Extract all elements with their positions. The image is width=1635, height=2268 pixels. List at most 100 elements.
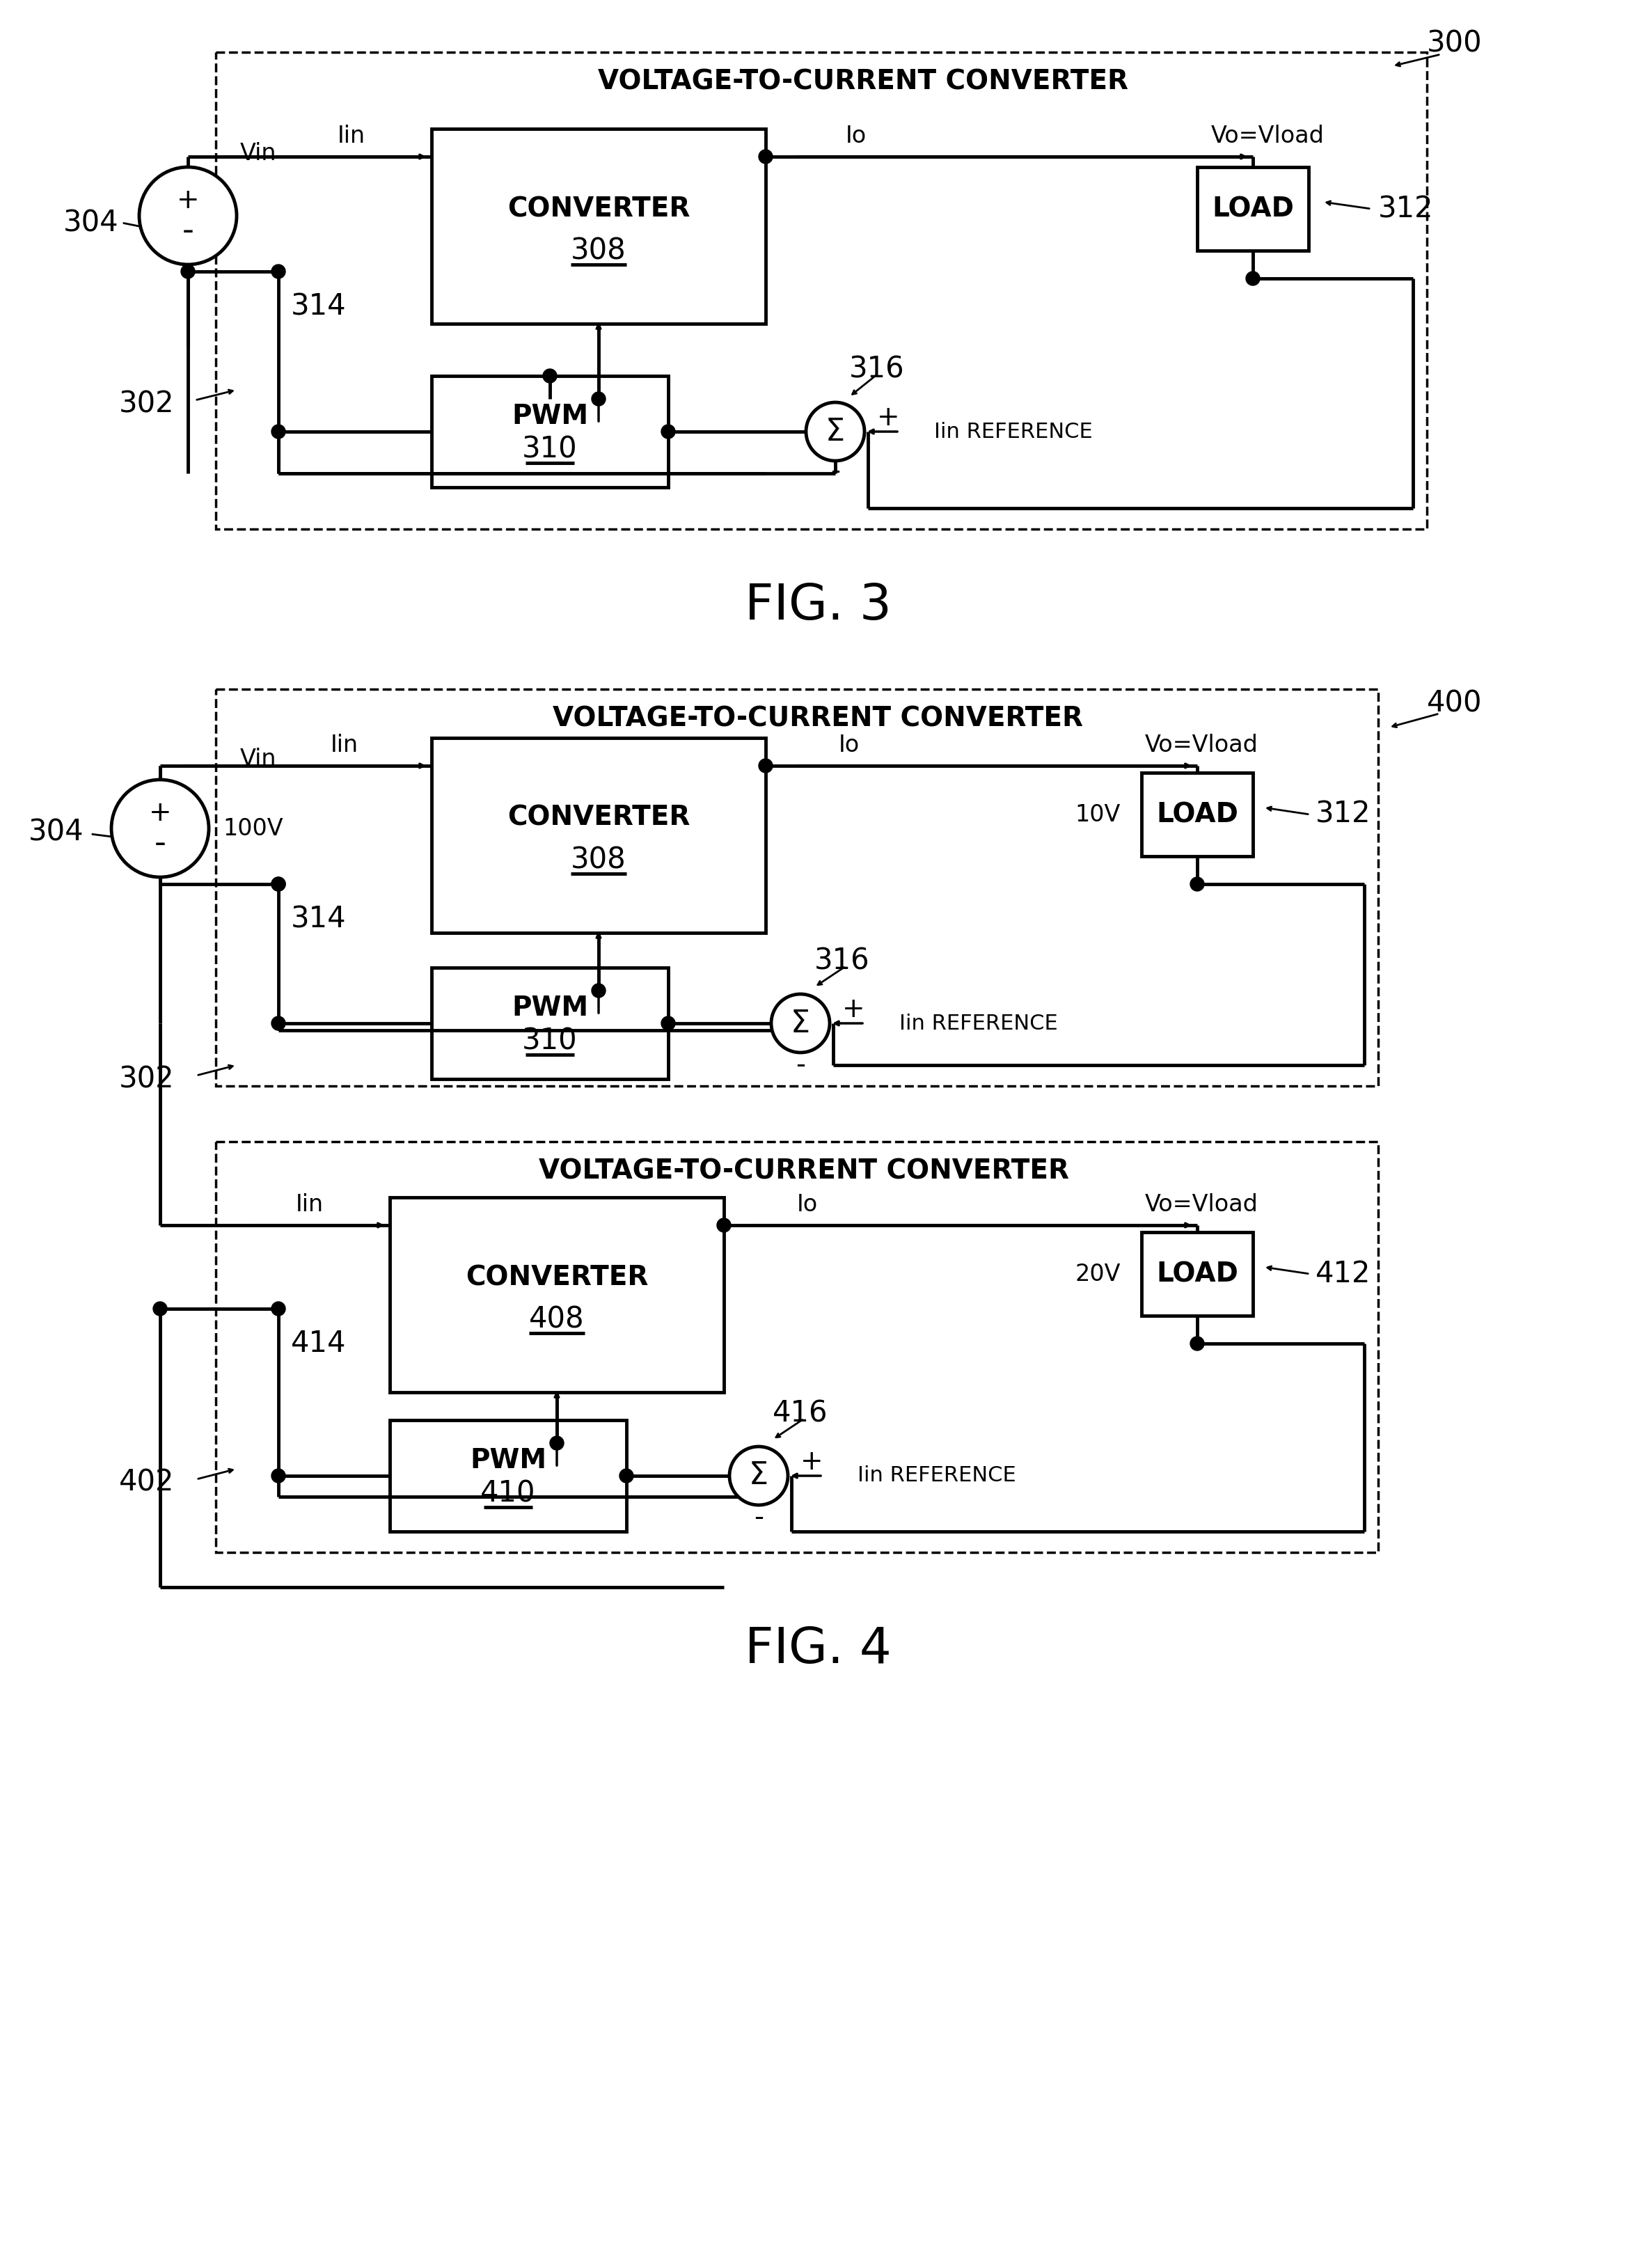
Circle shape <box>181 265 195 279</box>
Circle shape <box>543 370 558 383</box>
Text: PWM: PWM <box>512 996 589 1021</box>
Text: Iin: Iin <box>330 733 358 755</box>
Text: 304: 304 <box>28 816 83 846</box>
Text: 310: 310 <box>522 1025 577 1055</box>
Text: -: - <box>831 458 840 485</box>
Text: LOAD: LOAD <box>1156 1261 1238 1288</box>
Circle shape <box>759 150 773 163</box>
Text: 400: 400 <box>1427 689 1483 717</box>
Text: Io: Io <box>845 125 867 147</box>
Circle shape <box>729 1447 788 1506</box>
FancyBboxPatch shape <box>432 968 669 1080</box>
Text: 304: 304 <box>62 209 118 238</box>
Text: 310: 310 <box>522 435 577 463</box>
Circle shape <box>1190 1336 1203 1349</box>
Text: 10V: 10V <box>1076 803 1120 826</box>
Text: Io: Io <box>796 1193 818 1216</box>
Circle shape <box>1246 272 1261 286</box>
Text: Vo=Vload: Vo=Vload <box>1212 125 1324 147</box>
Circle shape <box>271 1302 286 1315</box>
Text: 312: 312 <box>1316 801 1370 830</box>
Text: -: - <box>754 1504 764 1531</box>
Circle shape <box>592 392 605 406</box>
Text: CONVERTER: CONVERTER <box>466 1263 647 1290</box>
Text: -: - <box>796 1052 806 1077</box>
Text: 402: 402 <box>119 1467 173 1497</box>
Text: Σ: Σ <box>791 1009 811 1039</box>
Text: 100V: 100V <box>222 816 283 839</box>
Text: 414: 414 <box>291 1329 347 1359</box>
FancyBboxPatch shape <box>432 376 669 488</box>
Text: 314: 314 <box>291 905 347 934</box>
Circle shape <box>661 1016 675 1030</box>
FancyBboxPatch shape <box>1141 1232 1252 1315</box>
Text: Vin: Vin <box>240 141 276 166</box>
Text: Vo=Vload: Vo=Vload <box>1144 1193 1259 1216</box>
Text: -: - <box>181 215 195 247</box>
Circle shape <box>772 993 829 1052</box>
Text: Vo=Vload: Vo=Vload <box>1144 733 1259 755</box>
Text: 316: 316 <box>849 354 904 383</box>
FancyBboxPatch shape <box>389 1198 724 1393</box>
Text: LOAD: LOAD <box>1212 195 1293 222</box>
Circle shape <box>661 424 675 438</box>
Circle shape <box>759 760 773 773</box>
Circle shape <box>139 168 237 265</box>
Circle shape <box>549 1436 564 1449</box>
Text: 302: 302 <box>119 1064 173 1093</box>
Text: 314: 314 <box>291 293 347 320</box>
Text: FIG. 3: FIG. 3 <box>744 581 891 631</box>
Text: Iin: Iin <box>337 125 366 147</box>
Text: Σ: Σ <box>749 1461 768 1490</box>
Text: Iin REFERENCE: Iin REFERENCE <box>857 1465 1015 1486</box>
Text: Σ: Σ <box>826 417 845 447</box>
Text: Iin REFERENCE: Iin REFERENCE <box>899 1014 1058 1034</box>
Circle shape <box>592 984 605 998</box>
Text: 302: 302 <box>119 390 173 417</box>
Text: 308: 308 <box>571 236 626 265</box>
FancyBboxPatch shape <box>389 1420 626 1531</box>
FancyBboxPatch shape <box>432 737 765 932</box>
Text: FIG. 4: FIG. 4 <box>744 1626 891 1674</box>
Text: Io: Io <box>839 733 860 755</box>
Text: 416: 416 <box>773 1399 827 1429</box>
Text: VOLTAGE-TO-CURRENT CONVERTER: VOLTAGE-TO-CURRENT CONVERTER <box>540 1157 1069 1184</box>
Circle shape <box>154 1302 167 1315</box>
Circle shape <box>271 1470 286 1483</box>
Circle shape <box>271 424 286 438</box>
Bar <box>216 52 1427 528</box>
Text: CONVERTER: CONVERTER <box>507 805 690 830</box>
Bar <box>216 1141 1378 1551</box>
Text: +: + <box>149 801 172 826</box>
Text: 316: 316 <box>814 946 870 975</box>
Circle shape <box>271 878 286 891</box>
Text: Iin: Iin <box>296 1193 324 1216</box>
Circle shape <box>716 1218 731 1232</box>
Text: Iin REFERENCE: Iin REFERENCE <box>934 422 1092 442</box>
Text: PWM: PWM <box>469 1447 546 1474</box>
Text: Vin: Vin <box>240 746 276 771</box>
Text: 408: 408 <box>530 1304 585 1334</box>
Text: +: + <box>876 404 899 431</box>
FancyBboxPatch shape <box>1141 773 1252 857</box>
Bar <box>216 689 1378 1086</box>
Text: VOLTAGE-TO-CURRENT CONVERTER: VOLTAGE-TO-CURRENT CONVERTER <box>598 68 1128 95</box>
FancyBboxPatch shape <box>1197 168 1308 249</box>
Text: VOLTAGE-TO-CURRENT CONVERTER: VOLTAGE-TO-CURRENT CONVERTER <box>553 705 1082 733</box>
Circle shape <box>1190 878 1203 891</box>
Text: +: + <box>177 188 199 213</box>
Text: 312: 312 <box>1378 195 1434 225</box>
Text: 300: 300 <box>1427 29 1483 57</box>
Circle shape <box>806 401 865 460</box>
Text: 20V: 20V <box>1076 1263 1120 1286</box>
Text: -: - <box>154 828 167 860</box>
Text: +: + <box>842 996 865 1023</box>
Circle shape <box>620 1470 633 1483</box>
Text: +: + <box>801 1449 822 1474</box>
Text: 412: 412 <box>1316 1259 1370 1288</box>
Circle shape <box>271 1016 286 1030</box>
Text: 410: 410 <box>481 1479 536 1508</box>
Text: CONVERTER: CONVERTER <box>507 195 690 222</box>
Circle shape <box>111 780 209 878</box>
Text: 308: 308 <box>571 846 626 875</box>
